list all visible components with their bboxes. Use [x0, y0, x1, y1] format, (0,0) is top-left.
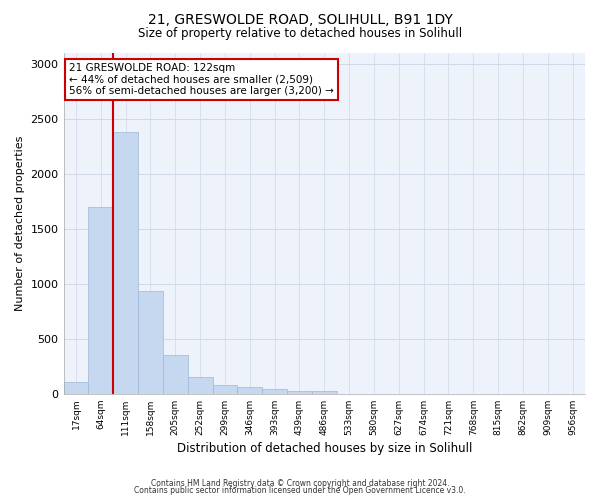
- Bar: [312, 391, 337, 394]
- X-axis label: Distribution of detached houses by size in Solihull: Distribution of detached houses by size …: [176, 442, 472, 455]
- Text: Contains HM Land Registry data © Crown copyright and database right 2024.: Contains HM Land Registry data © Crown c…: [151, 478, 449, 488]
- Bar: [262, 389, 287, 394]
- Bar: [212, 385, 238, 394]
- Bar: [163, 356, 188, 394]
- Bar: [287, 390, 312, 394]
- Bar: [64, 382, 88, 394]
- Text: 21, GRESWOLDE ROAD, SOLIHULL, B91 1DY: 21, GRESWOLDE ROAD, SOLIHULL, B91 1DY: [148, 12, 452, 26]
- Y-axis label: Number of detached properties: Number of detached properties: [15, 136, 25, 311]
- Text: Contains public sector information licensed under the Open Government Licence v3: Contains public sector information licen…: [134, 486, 466, 495]
- Bar: [238, 387, 262, 394]
- Text: Size of property relative to detached houses in Solihull: Size of property relative to detached ho…: [138, 28, 462, 40]
- Bar: [188, 377, 212, 394]
- Bar: [88, 206, 113, 394]
- Bar: [113, 132, 138, 394]
- Bar: [138, 292, 163, 394]
- Text: 21 GRESWOLDE ROAD: 122sqm
← 44% of detached houses are smaller (2,509)
56% of se: 21 GRESWOLDE ROAD: 122sqm ← 44% of detac…: [69, 62, 334, 96]
